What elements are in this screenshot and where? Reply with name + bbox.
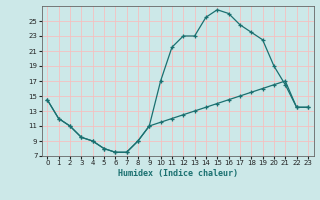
X-axis label: Humidex (Indice chaleur): Humidex (Indice chaleur) — [118, 169, 237, 178]
